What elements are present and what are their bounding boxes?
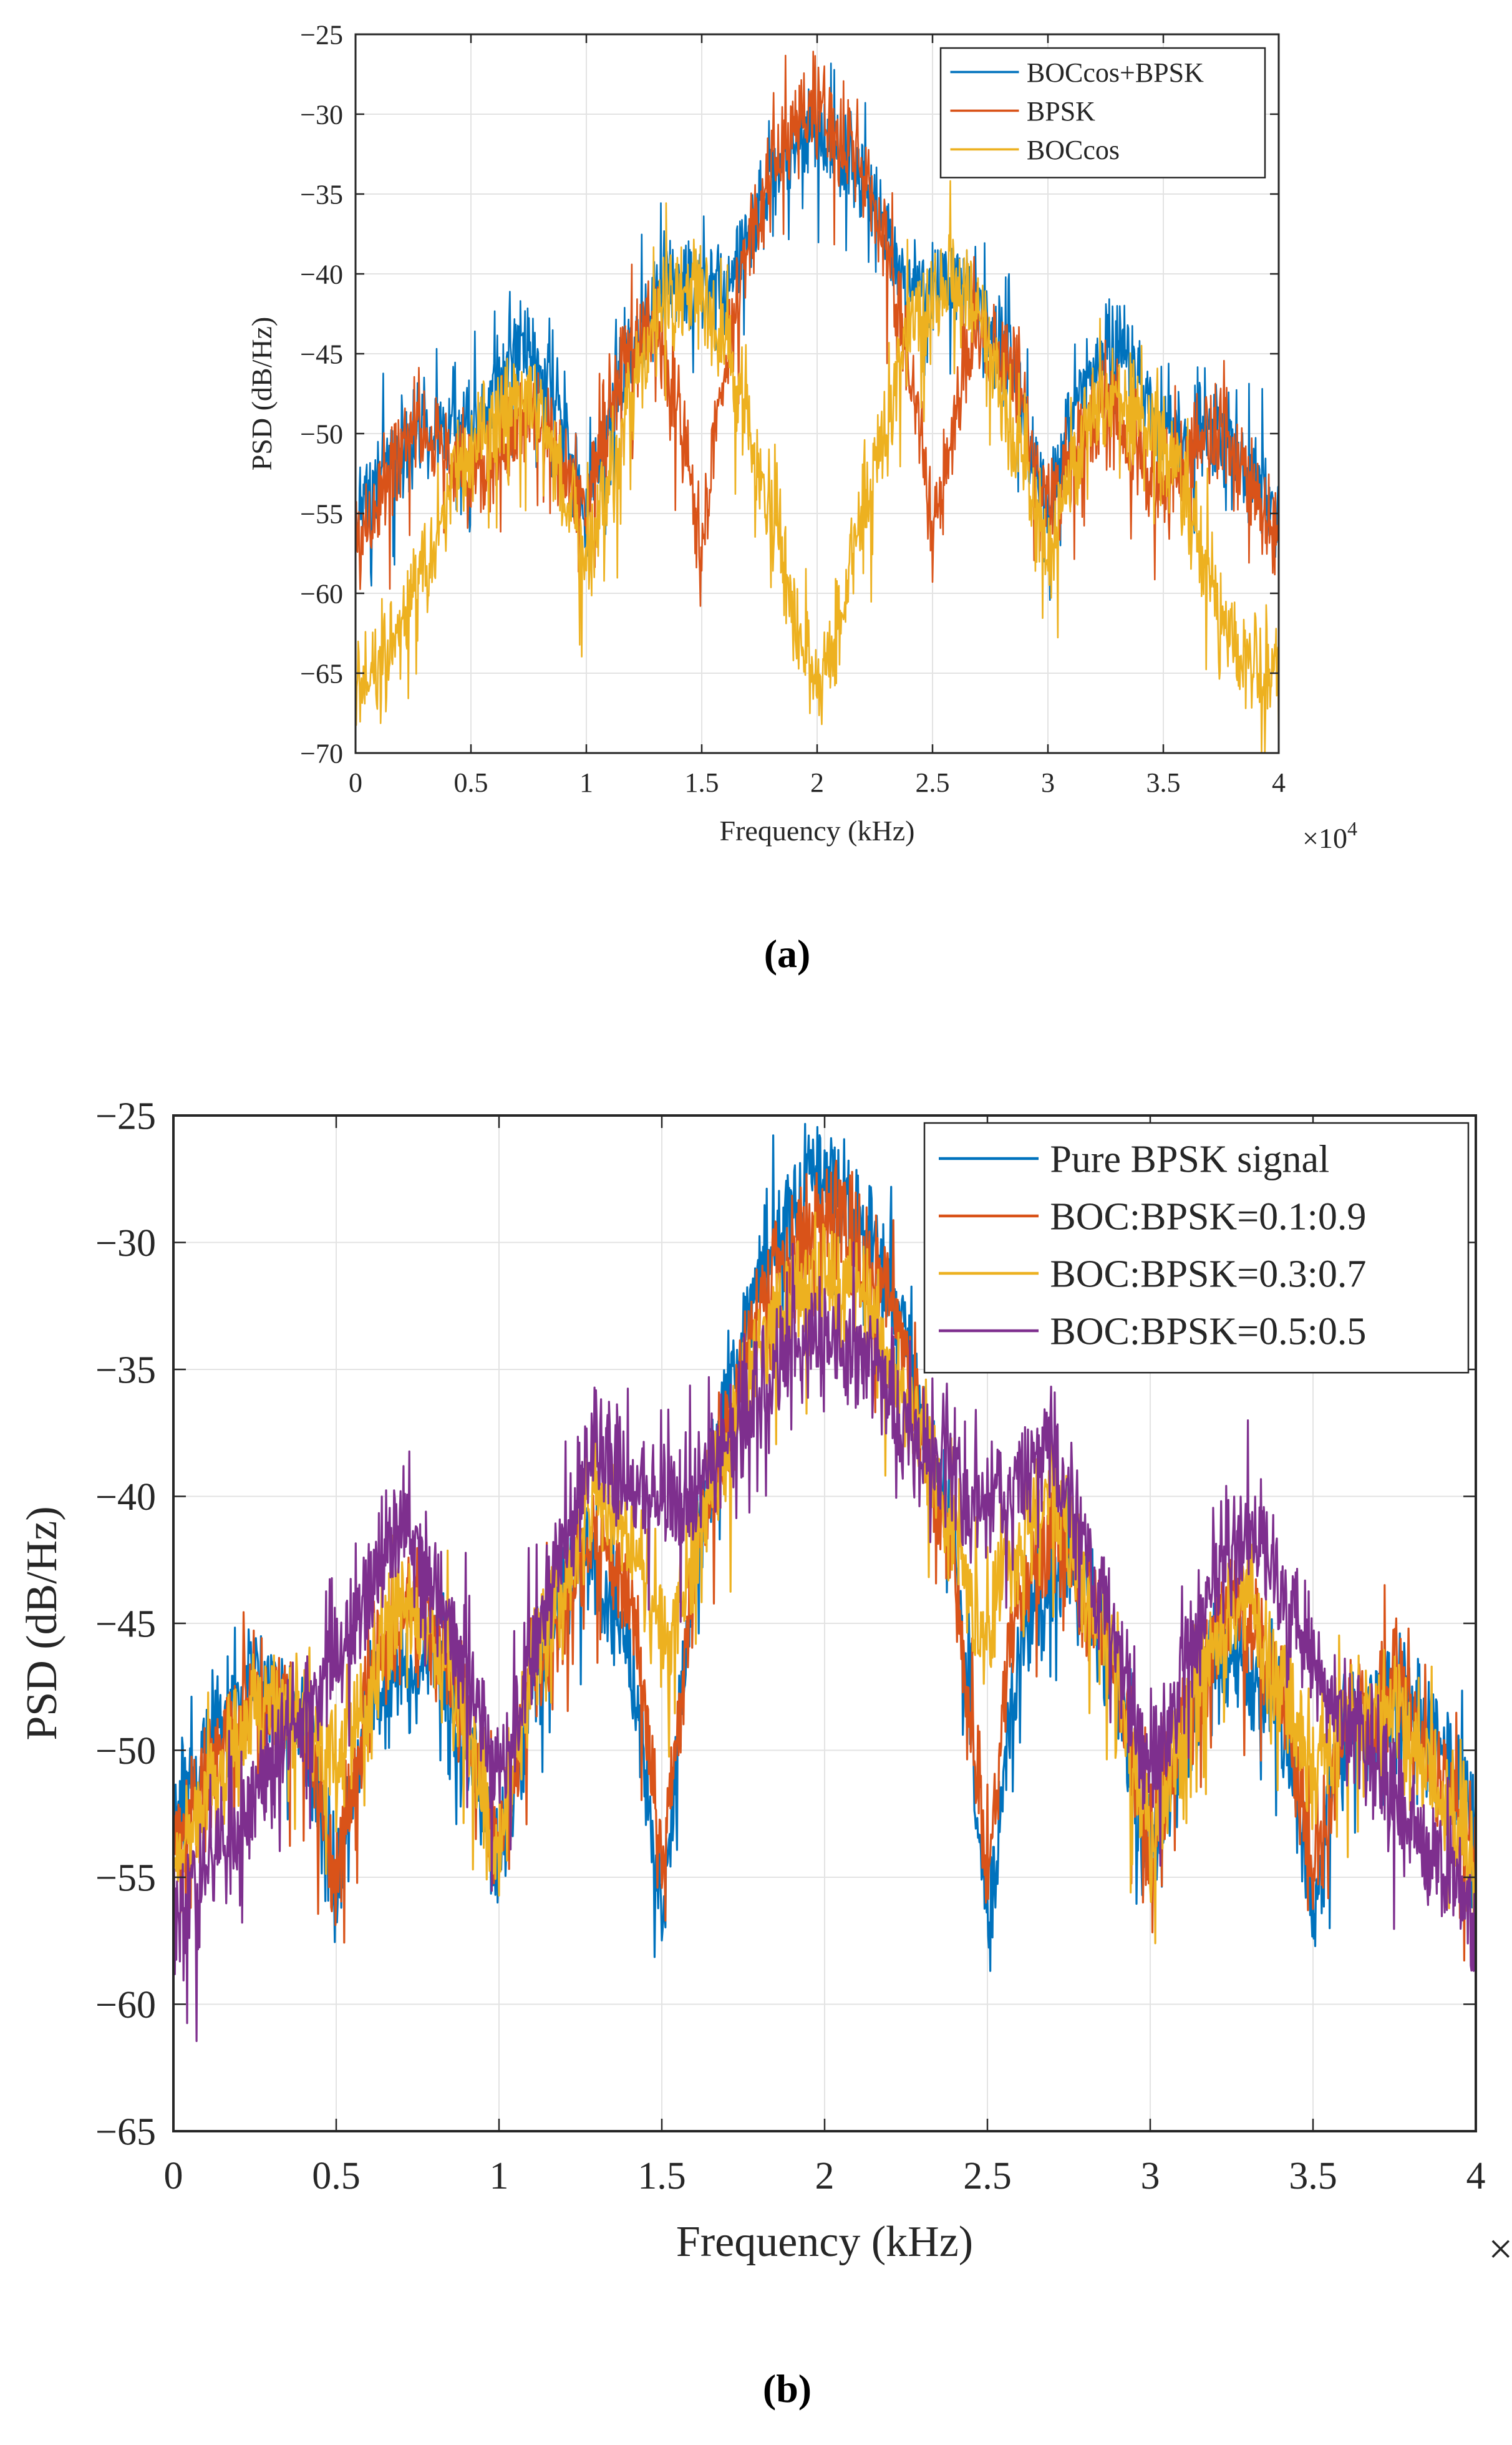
chart-b-y-tick-labels: −25 −30 −35 −40 −45 −50 −55 −60 −65 [95,1096,156,2154]
chart-a-x-axis-label: Frequency (kHz) [720,815,915,847]
chart-b-plot-area [172,1122,1477,2043]
x-tick-label: 1 [579,767,593,798]
y-tick-label: −70 [300,738,343,769]
chart-a-legend: BOCcos+BPSK BPSK BOCcos [939,47,1266,178]
series-line-Pure BPSK signal [172,1122,1477,1972]
y-tick-label: −55 [300,498,343,529]
chart-a: 0 0.5 1 1.5 2 2.5 3 3.5 4 −25−30−35−40−45−50−55−… [246,19,1357,854]
legend-label: BOCcos+BPSK [1027,57,1204,88]
chart-b: 0 0.5 1 1.5 2 2.5 3 3.5 4 −25−30−35−40−45−50−55−… [18,1096,1512,2273]
x-tick-label: 1.5 [637,2155,686,2197]
y-tick-label: −35 [300,179,343,210]
x-tick-label: 3 [1141,2155,1160,2197]
x-tick-label: 2.5 [916,767,950,798]
x-tick-label: 3 [1041,767,1055,798]
y-tick-label: −60 [300,578,343,609]
y-tick-label: −45 [300,339,343,369]
x-tick-label: 1 [490,2155,509,2197]
chart-b-x-exponent: ×104 [1488,2219,1512,2273]
x-tick-label: 2 [815,2155,835,2197]
chart-b-ticks [172,1114,1477,2132]
chart-a-y-axis-label: PSD (dB/Hz) [246,317,278,471]
y-tick-label: −30 [95,1222,156,1265]
x-tick-label: 0 [164,2155,183,2197]
chart-a-plot-area [354,51,1280,754]
y-tick-label: −60 [95,1984,156,2026]
y-tick-label: −65 [300,658,343,689]
y-tick-label: −45 [95,1603,156,1646]
y-tick-label: −25 [95,1096,156,1138]
x-tick-label: 4 [1466,2155,1486,2197]
x-tick-label: 3.5 [1289,2155,1337,2197]
caption-b: (b) [763,2366,812,2411]
y-tick-label: −50 [300,419,343,449]
caption-a: (a) [764,931,811,976]
x-tick-label: 0.5 [454,767,488,798]
y-tick-label: −55 [95,1857,156,1900]
legend-label: Pure BPSK signal [1050,1139,1329,1181]
x-tick-label: 0 [349,767,362,798]
legend-label: BOC:BPSK=0.3:0.7 [1050,1253,1366,1296]
y-tick-label: −65 [95,2111,156,2154]
series-line-BOCcos [354,180,1280,754]
chart-b-x-tick-labels: 0 0.5 1 1.5 2 2.5 3 3.5 4 [164,2155,1486,2197]
legend-box [939,47,1266,178]
chart-b-legend: Pure BPSK signal BOC:BPSK=0.1:0.9 BOC:BPSK… [923,1122,1470,1374]
y-tick-label: −30 [300,99,343,130]
series-line-BOC:BPSK=0.5:0.5 [172,1241,1477,2043]
series-line-BOC:BPSK=0.3:0.7 [172,1212,1477,1945]
chart-a-x-exponent: ×104 [1302,817,1357,854]
y-tick-label: −35 [95,1349,156,1392]
chart-a-x-tick-labels: 0 0.5 1 1.5 2 2.5 3 3.5 4 [349,767,1286,798]
legend-label: BOC:BPSK=0.5:0.5 [1050,1311,1366,1353]
x-tick-label: 1.5 [685,767,719,798]
x-tick-label: 3.5 [1146,767,1181,798]
legend-label: BPSK [1027,96,1095,127]
chart-b-y-axis-label: PSD (dB/Hz) [18,1506,66,1740]
chart-b-x-axis-label: Frequency (kHz) [676,2218,973,2266]
legend-label: BOC:BPSK=0.1:0.9 [1050,1196,1366,1238]
chart-a-y-tick-labels: −25 −30 −35 −40 −45 −50 −55 −60 −65 −70 [300,19,343,769]
y-tick-label: −40 [95,1476,156,1519]
x-tick-label: 2 [810,767,824,798]
chart-a-ticks [354,33,1280,754]
y-tick-label: −25 [300,19,343,50]
y-tick-label: −50 [95,1730,156,1772]
x-tick-label: 4 [1272,767,1286,798]
legend-label: BOCcos [1027,135,1120,165]
x-tick-label: 2.5 [963,2155,1012,2197]
x-tick-label: 0.5 [312,2155,361,2197]
y-tick-label: −40 [300,259,343,289]
